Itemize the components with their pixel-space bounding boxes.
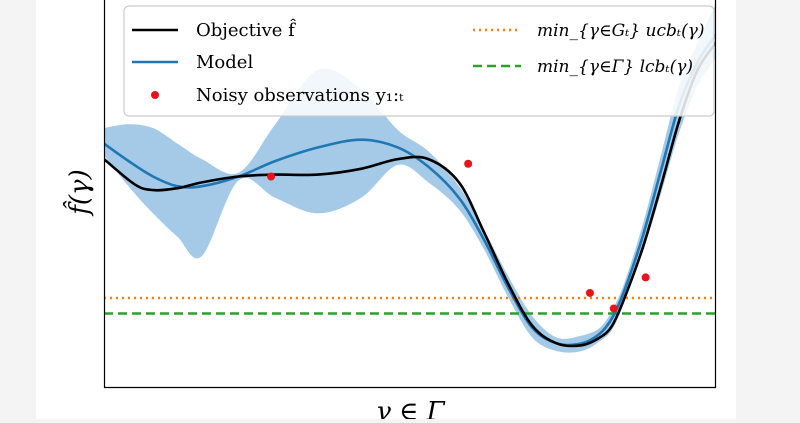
legend-box bbox=[123, 5, 715, 117]
y-axis-label: f̂(γ) bbox=[63, 169, 95, 216]
observation-point-3 bbox=[585, 288, 594, 297]
legend-model-label: Model bbox=[196, 52, 253, 73]
observation-point-2 bbox=[464, 159, 473, 168]
x-axis-label: γ ∈ Γ bbox=[375, 397, 445, 419]
observation-point-5 bbox=[641, 273, 650, 282]
legend-observations-swatch bbox=[151, 91, 159, 99]
legend-lcb-label: min_{γ∈Γ} lcbₜ(γ) bbox=[537, 57, 693, 77]
objective-line bbox=[104, 41, 716, 348]
observation-point-1 bbox=[267, 172, 276, 181]
legend-objective-label: Objective f̂ bbox=[196, 18, 297, 41]
observation-points bbox=[267, 159, 650, 313]
legend-observations-label: Noisy observations y₁:ₜ bbox=[196, 85, 404, 106]
legend-ucb-label: min_{γ∈Gₜ} ucbₜ(γ) bbox=[537, 21, 705, 41]
model-mean-line bbox=[104, 34, 716, 347]
observation-point-4 bbox=[609, 304, 618, 313]
legend: Objective f̂ Model Noisy observations y₁… bbox=[123, 5, 715, 117]
